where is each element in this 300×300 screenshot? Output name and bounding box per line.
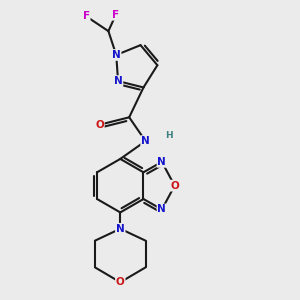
Text: N: N bbox=[116, 224, 125, 234]
Text: F: F bbox=[82, 11, 90, 21]
Text: H: H bbox=[166, 130, 173, 140]
Text: N: N bbox=[158, 204, 166, 214]
Text: N: N bbox=[112, 50, 121, 60]
Text: O: O bbox=[170, 181, 179, 191]
Text: F: F bbox=[112, 10, 119, 20]
Text: N: N bbox=[114, 76, 122, 86]
Text: O: O bbox=[95, 120, 104, 130]
Text: N: N bbox=[141, 136, 150, 146]
Text: N: N bbox=[158, 157, 166, 167]
Text: O: O bbox=[116, 277, 125, 287]
